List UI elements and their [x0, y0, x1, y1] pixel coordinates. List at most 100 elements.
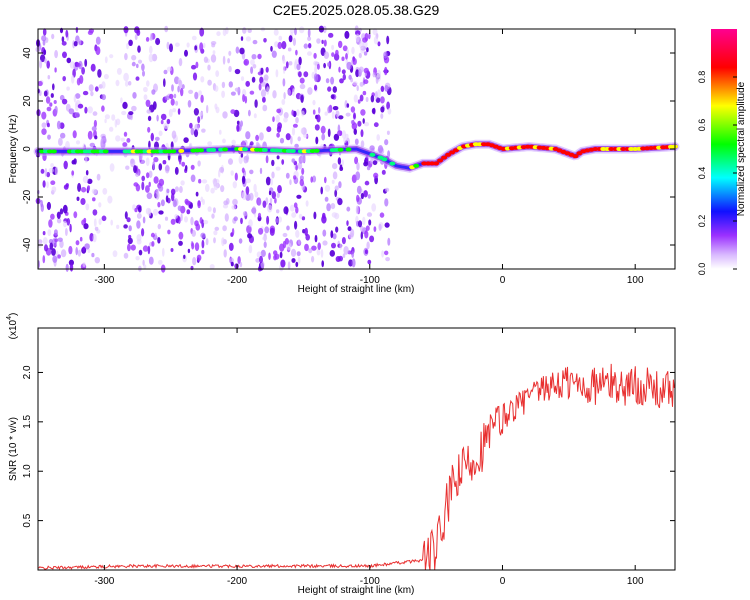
snr-series-line [37, 363, 675, 571]
spectrogram-y-label: Frequency (Hz) [8, 115, 19, 184]
spectrogram-noise-cell [240, 152, 244, 158]
spectrogram-noise-cell [120, 137, 126, 142]
spectrogram-noise-cell [79, 236, 83, 242]
spectrogram-noise-cell [370, 95, 375, 103]
spectrogram-noise-cell [162, 160, 167, 165]
spectrogram-noise-cell [283, 112, 289, 119]
spectrogram-noise-cell [222, 203, 229, 209]
spectrogram-noise-cell [273, 254, 277, 261]
spectrogram-noise-cell [353, 112, 356, 119]
spectrogram-noise-cell [312, 99, 316, 106]
spectrogram-noise-cell [362, 90, 367, 96]
spectrogram-noise-cell [228, 81, 233, 88]
spectrogram-noise-cell [194, 91, 199, 100]
spectrogram-noise-cell [44, 244, 48, 252]
spectrogram-noise-cell [77, 182, 82, 192]
spectrogram-noise-cell [102, 187, 108, 195]
spectrogram-noise-cell [45, 96, 51, 104]
spectrogram-noise-cell [201, 239, 205, 249]
spectrogram-ridge-peak [50, 149, 57, 154]
spectrogram-noise-cell [258, 83, 262, 91]
spectrogram-noise-cell [304, 227, 309, 237]
spectrogram-noise-cell [378, 223, 382, 231]
spectrogram-noise-cell [201, 249, 205, 255]
spectrogram-noise-cell [308, 43, 312, 49]
spectrogram-noise-cell [353, 128, 357, 135]
spectrogram-noise-cell [295, 49, 298, 56]
spectrogram-noise-cell [232, 181, 237, 189]
spectrogram-ridge-peak [313, 148, 320, 153]
spectrogram-ridge-peak [437, 158, 444, 163]
spectrogram-noise-cell [164, 164, 170, 174]
spectrogram-noise-cell [384, 250, 389, 256]
x-tick-label: 0 [500, 576, 506, 587]
spectrogram-noise-cell [360, 109, 366, 116]
spectrogram-noise-cell [143, 94, 148, 101]
spectrogram-noise-cell [86, 185, 90, 192]
spectrogram-noise-cell [166, 66, 172, 72]
spectrogram-noise-cell [163, 122, 169, 129]
y-tick-label: 1.0 [22, 464, 33, 478]
spectrogram-noise-cell [221, 237, 225, 247]
y-tick-label: 2.0 [22, 365, 33, 379]
spectrogram-noise-cell [333, 53, 340, 61]
spectrogram-noise-cell [84, 154, 88, 164]
spectrogram-noise-cell [40, 168, 45, 174]
spectrogram-noise-cell [202, 199, 205, 205]
spectrogram-noise-cell [141, 228, 145, 237]
spectrogram-noise-cell [316, 38, 321, 44]
spectrogram-ridge-peak [453, 148, 459, 153]
spectrogram-noise-cell [283, 206, 289, 215]
spectrogram-noise-cell [279, 137, 285, 144]
spectrogram-noise-cell [126, 217, 131, 223]
spectrogram-x-ticks: -300 -200 -100 0 100 [94, 29, 644, 286]
spectrogram-noise-cell [213, 237, 216, 244]
spectrogram-noise-cell [75, 26, 79, 34]
spectrogram-noise-cell [241, 140, 246, 145]
spectrogram-ridge-peak [572, 154, 579, 159]
spectrogram-noise-cell [183, 254, 186, 259]
spectrogram-noise-cell [66, 218, 71, 226]
spectrogram-noise-cell [353, 94, 358, 103]
spectrogram-noise-cell [205, 183, 210, 193]
spectrogram-noise-cell [133, 165, 137, 174]
spectrogram-noise-cell [380, 96, 385, 104]
spectrogram-noise-cell [214, 85, 219, 92]
spectrogram-noise-cell [219, 166, 225, 173]
spectrogram-noise-cell [193, 129, 199, 138]
spectrogram-noise-cell [60, 132, 66, 139]
spectrogram-noise-cell [345, 53, 348, 60]
spectrogram-noise-cell [279, 251, 283, 259]
spectrogram-noise-cell [178, 240, 183, 246]
spectrogram-noise-cell [331, 111, 335, 119]
spectrogram-noise-cell [264, 226, 270, 234]
spectrogram-noise-cell [335, 226, 339, 233]
spectrogram-noise-cell [71, 75, 75, 84]
spectrogram-noise-cell [170, 248, 174, 252]
spectrogram-noise-cell [311, 245, 317, 251]
spectrogram-noise-cell [150, 232, 155, 238]
spectrogram-noise-cell [175, 42, 180, 47]
spectrogram-noise-cell [40, 54, 46, 63]
spectrogram-noise-cell [360, 46, 366, 54]
spectrogram-noise-cell [287, 89, 291, 96]
spectrogram-noise-cell [289, 28, 295, 34]
spectrogram-noise-cell [136, 220, 141, 229]
y-tick-label: -40 [22, 237, 33, 252]
y-tick-label: 1.5 [22, 414, 33, 428]
spectrogram-noise-cell [351, 258, 356, 268]
spectrogram-noise-cell [366, 241, 370, 250]
spectrogram-noise-cell [138, 249, 143, 256]
spectrogram-noise-cell [91, 252, 95, 258]
spectrogram-noise-cell [286, 242, 292, 251]
spectrogram-noise-cell [307, 28, 311, 38]
spectrogram-noise-cell [236, 124, 240, 132]
spectrogram-noise-cell [312, 109, 316, 115]
spectrogram-noise-cell [333, 133, 340, 141]
spectrogram-noise-cell [314, 124, 320, 131]
spectrogram-noise-cell [184, 165, 188, 171]
spectrogram-noise-cell [386, 35, 390, 45]
spectrogram-noise-cell [215, 106, 220, 114]
spectrogram-noise-cell [275, 218, 279, 223]
spectrogram-noise-cell [384, 85, 389, 92]
